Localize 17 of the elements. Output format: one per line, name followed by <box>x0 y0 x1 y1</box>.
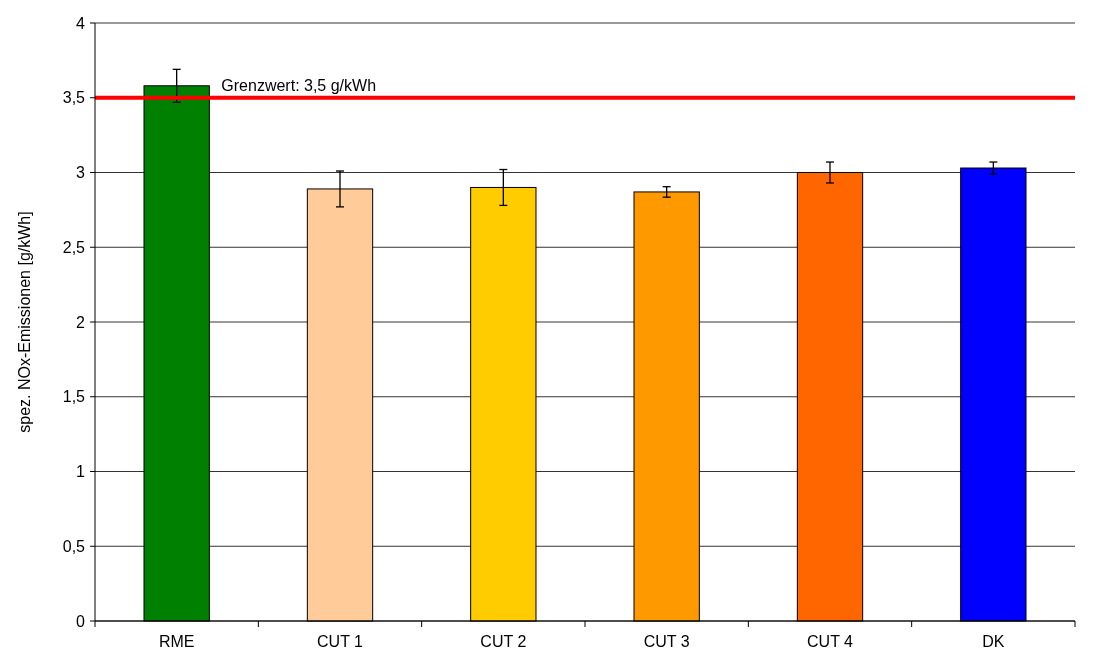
y-tick-label: 3 <box>76 164 86 182</box>
x-tick-label: CUT 3 <box>643 633 690 650</box>
y-tick-label: 1 <box>76 463 86 481</box>
x-tick-label: CUT 1 <box>317 633 364 650</box>
y-tick-label: 0,5 <box>62 537 86 555</box>
x-tick-label: DK <box>982 633 1005 650</box>
x-tick-label: CUT 2 <box>480 633 527 650</box>
x-tick-label: RME <box>158 633 195 650</box>
ref-line-label: Grenzwert: 3,5 g/kWh <box>221 76 377 94</box>
y-tick-label: 4 <box>76 14 86 32</box>
y-tick-label: 1,5 <box>62 388 86 406</box>
x-tick-label: CUT 4 <box>807 633 854 650</box>
y-axis-title: spez. NOx-Emissionen [g/kWh] <box>16 211 33 433</box>
y-tick-label: 2 <box>76 313 86 331</box>
y-tick-label: 2,5 <box>62 238 86 256</box>
y-tick-label: 3,5 <box>62 89 86 107</box>
y-tick-label: 0 <box>76 612 86 630</box>
